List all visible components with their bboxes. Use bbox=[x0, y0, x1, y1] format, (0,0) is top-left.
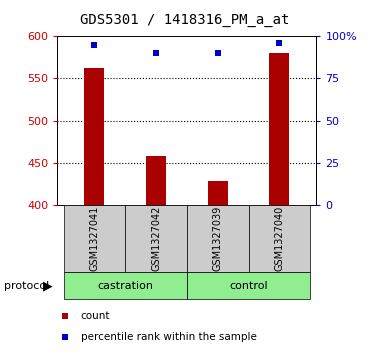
Bar bbox=[249, 205, 310, 272]
Text: percentile rank within the sample: percentile rank within the sample bbox=[81, 332, 256, 342]
Bar bbox=[125, 205, 187, 272]
Text: count: count bbox=[81, 311, 110, 321]
Text: GSM1327040: GSM1327040 bbox=[274, 206, 285, 271]
Bar bbox=[84, 68, 104, 363]
Text: GSM1327042: GSM1327042 bbox=[151, 206, 161, 272]
Bar bbox=[146, 156, 166, 363]
Text: GDS5301 / 1418316_PM_a_at: GDS5301 / 1418316_PM_a_at bbox=[80, 13, 290, 27]
Bar bbox=[187, 205, 249, 272]
Bar bbox=[64, 272, 187, 299]
Bar bbox=[64, 205, 125, 272]
Text: control: control bbox=[229, 281, 268, 291]
Text: ▶: ▶ bbox=[43, 280, 53, 292]
Bar bbox=[269, 53, 289, 363]
Text: GSM1327039: GSM1327039 bbox=[213, 206, 223, 271]
Bar bbox=[208, 182, 228, 363]
Text: castration: castration bbox=[97, 281, 153, 291]
Text: protocol: protocol bbox=[4, 281, 49, 291]
Text: GSM1327041: GSM1327041 bbox=[89, 206, 100, 271]
Bar bbox=[187, 272, 310, 299]
